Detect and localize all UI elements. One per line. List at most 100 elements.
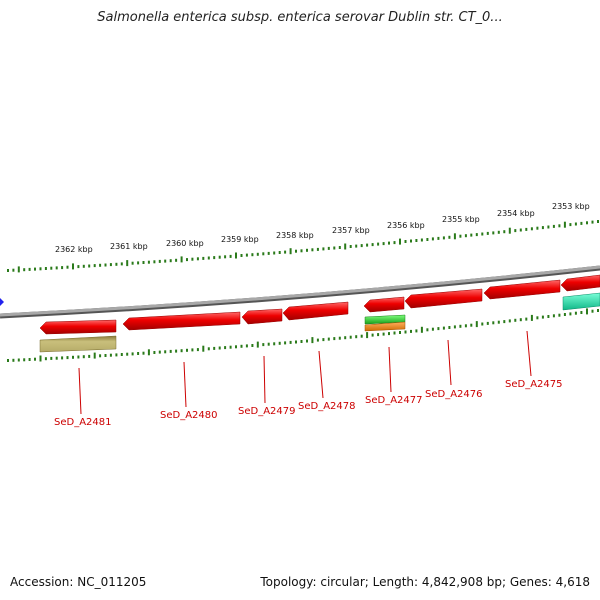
- minor-tick: [142, 261, 145, 264]
- minor-tick: [316, 338, 319, 342]
- minor-tick: [459, 324, 462, 328]
- major-tick: [344, 243, 347, 250]
- gene-arrow[interactable]: [282, 301, 349, 321]
- major-tick: [453, 233, 456, 240]
- minor-tick: [23, 268, 26, 272]
- minor-tick: [186, 348, 188, 352]
- minor-tick: [349, 335, 352, 339]
- minor-tick: [558, 313, 561, 317]
- minor-tick: [382, 332, 385, 336]
- gene-arrow[interactable]: [39, 319, 117, 335]
- minor-tick: [552, 224, 555, 228]
- minor-tick: [28, 267, 31, 271]
- minor-tick: [525, 227, 528, 231]
- major-tick: [147, 349, 150, 356]
- minor-tick: [196, 348, 199, 352]
- feature-block[interactable]: [562, 292, 600, 311]
- gene-label[interactable]: SeD_A2479: [238, 406, 296, 417]
- minor-tick: [153, 260, 156, 264]
- minor-tick: [586, 221, 588, 225]
- minor-tick: [66, 265, 69, 269]
- gene-arrow[interactable]: [363, 296, 405, 313]
- feature-block[interactable]: [39, 335, 117, 353]
- scale-label: 2358 kbp: [276, 231, 314, 240]
- scale-labels: 2362 kbp 2361 kbp 2360 kbp 2359 kbp 2358…: [55, 202, 590, 254]
- minor-tick: [366, 243, 369, 247]
- gene-label[interactable]: SeD_A2481: [54, 417, 112, 428]
- minor-tick: [273, 342, 276, 346]
- minor-tick: [61, 266, 64, 270]
- minor-tick: [459, 234, 462, 238]
- minor-tick: [99, 354, 102, 358]
- minor-tick: [55, 266, 58, 270]
- minor-tick: [404, 330, 407, 334]
- minor-tick: [147, 260, 150, 264]
- minor-tick: [316, 247, 319, 251]
- minor-tick: [262, 343, 265, 347]
- minor-tick: [508, 319, 511, 323]
- minor-tick: [191, 257, 194, 261]
- gene-label[interactable]: SeD_A2476: [425, 389, 483, 400]
- major-tick: [366, 332, 369, 339]
- minor-tick: [333, 337, 336, 341]
- minor-tick: [371, 333, 374, 337]
- gene-label[interactable]: SeD_A2478: [298, 401, 356, 412]
- minor-tick: [574, 222, 577, 226]
- minor-tick: [77, 355, 80, 359]
- minor-tick: [39, 267, 42, 271]
- minor-tick: [224, 346, 227, 350]
- major-tick: [586, 308, 588, 315]
- gene-arrow[interactable]: [122, 311, 241, 331]
- minor-tick: [306, 339, 308, 343]
- minor-tick: [262, 252, 265, 256]
- gene-labels: SeD_A2481 SeD_A2480 SeD_A2479 SeD_A2478 …: [54, 379, 563, 428]
- minor-tick: [240, 254, 243, 257]
- minor-tick: [569, 223, 572, 227]
- major-tick: [126, 260, 129, 267]
- minor-tick: [377, 242, 380, 246]
- minor-tick: [486, 231, 489, 235]
- outer-scale-ticks: [7, 220, 599, 273]
- major-tick: [72, 263, 74, 270]
- scale-label: 2362 kbp: [55, 245, 93, 254]
- gene-leaders: [78, 330, 532, 415]
- minor-tick: [169, 259, 172, 263]
- minor-tick: [175, 258, 178, 262]
- feature-block[interactable]: [364, 321, 406, 332]
- minor-tick: [481, 322, 484, 326]
- minor-tick: [360, 334, 363, 338]
- gene-label[interactable]: SeD_A2475: [505, 379, 563, 390]
- minor-tick: [300, 340, 303, 343]
- minor-tick: [196, 257, 199, 261]
- minor-tick: [541, 315, 544, 319]
- minor-tick: [295, 249, 297, 253]
- minor-tick: [382, 242, 385, 246]
- minor-tick: [448, 326, 451, 329]
- minor-tick: [153, 351, 156, 354]
- gene-track[interactable]: [39, 274, 600, 335]
- minor-tick: [420, 238, 423, 242]
- minor-tick: [399, 331, 401, 334]
- gene-arrow[interactable]: [404, 288, 483, 309]
- minor-tick: [169, 349, 172, 353]
- minor-tick: [547, 315, 550, 318]
- minor-tick: [34, 357, 36, 361]
- gene-arrow[interactable]: [560, 274, 600, 292]
- minor-tick: [497, 230, 500, 234]
- major-tick: [475, 321, 478, 328]
- minor-tick: [503, 320, 506, 324]
- minor-tick: [349, 245, 352, 248]
- gene-arrow[interactable]: [241, 308, 283, 325]
- major-tick: [235, 252, 237, 259]
- minor-tick: [82, 264, 85, 268]
- gene-label[interactable]: SeD_A2477: [365, 395, 423, 406]
- minor-tick: [207, 256, 210, 260]
- minor-tick: [492, 231, 495, 235]
- minor-tick: [55, 356, 58, 360]
- minor-tick: [497, 320, 500, 324]
- scale-label: 2357 kbp: [332, 226, 370, 235]
- gene-arrow[interactable]: [483, 279, 561, 300]
- gene-label[interactable]: SeD_A2480: [160, 410, 218, 421]
- minor-tick: [256, 252, 259, 256]
